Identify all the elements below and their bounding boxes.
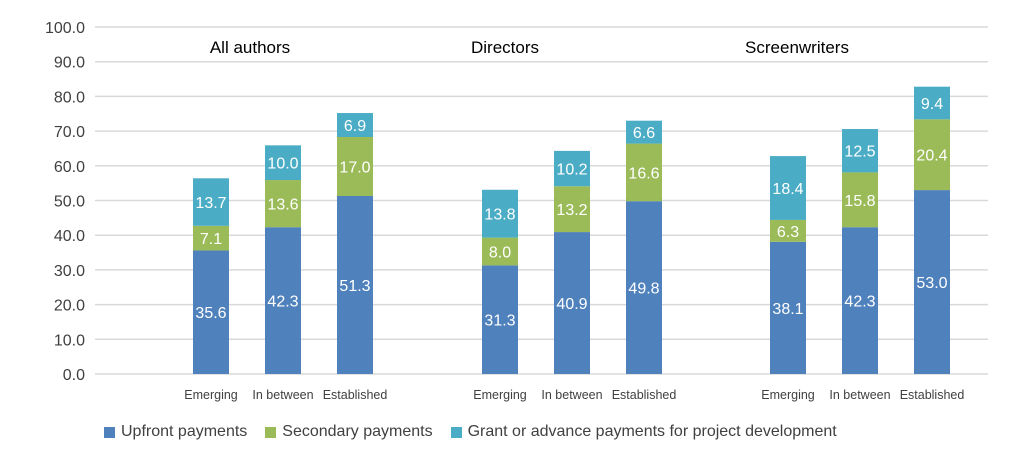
category-label: In between xyxy=(252,388,313,402)
bar-segment xyxy=(554,186,590,233)
bar-segment xyxy=(770,156,806,220)
data-label: 6.6 xyxy=(633,125,655,142)
category-label: Established xyxy=(900,388,965,402)
bar-segment xyxy=(554,150,590,187)
bar-segment xyxy=(193,225,229,251)
data-label: 42.3 xyxy=(267,294,298,311)
data-label: 6.9 xyxy=(344,118,366,135)
legend-swatch xyxy=(104,426,115,438)
bar-segment xyxy=(914,119,950,191)
y-tick-label: 50.0 xyxy=(54,194,85,211)
data-label: 16.6 xyxy=(628,165,659,182)
data-label: 31.3 xyxy=(484,313,515,330)
data-label: 6.3 xyxy=(777,224,799,241)
data-label: 20.4 xyxy=(916,148,947,165)
bar-segment xyxy=(337,195,373,374)
data-label: 15.8 xyxy=(844,193,875,210)
bar-segment xyxy=(914,86,950,120)
bar-segment xyxy=(626,143,662,202)
data-label: 13.6 xyxy=(267,197,298,214)
data-label: 51.3 xyxy=(339,278,370,295)
bar-segment xyxy=(482,265,518,374)
bar-segment xyxy=(914,190,950,374)
data-label: 53.0 xyxy=(916,275,947,292)
bar-segment xyxy=(482,189,518,238)
data-label: 7.1 xyxy=(200,231,222,248)
bar-segment xyxy=(554,232,590,374)
data-label: 18.4 xyxy=(772,181,803,198)
legend-item: Grant or advance payments for project de… xyxy=(450,423,837,441)
bar-segment xyxy=(193,250,229,374)
data-label: 49.8 xyxy=(628,281,659,298)
bar-segment xyxy=(265,180,301,228)
legend: Upfront payments Secondary payments Grant … xyxy=(104,423,837,441)
bar-segment xyxy=(626,201,662,374)
category-label: Established xyxy=(323,388,388,402)
data-label: 40.9 xyxy=(556,296,587,313)
bar-segment xyxy=(265,145,301,181)
category-label: Emerging xyxy=(761,388,815,402)
data-label: 10.0 xyxy=(267,156,298,173)
data-label: 13.2 xyxy=(556,202,587,219)
legend-item: Upfront payments xyxy=(104,423,247,441)
y-tick-label: 100.0 xyxy=(45,20,85,37)
data-label: 17.0 xyxy=(339,159,370,176)
y-tick-label: 40.0 xyxy=(54,228,85,245)
category-label: In between xyxy=(829,388,890,402)
legend-swatch xyxy=(450,426,462,438)
group-title: All authors xyxy=(210,38,290,57)
y-tick-label: 30.0 xyxy=(54,263,85,280)
bar-segment xyxy=(626,120,662,144)
legend-label: Grant or advance payments for project de… xyxy=(467,423,837,440)
legend-label: Upfront payments xyxy=(121,423,248,440)
y-tick-label: 60.0 xyxy=(54,159,85,176)
y-tick-label: 10.0 xyxy=(54,332,85,349)
bar-segment xyxy=(842,172,878,228)
data-label: 35.6 xyxy=(195,305,226,322)
y-tick-label: 80.0 xyxy=(54,89,85,106)
data-label: 13.8 xyxy=(484,207,515,224)
y-tick-label: 90.0 xyxy=(54,55,85,72)
data-label: 42.3 xyxy=(844,294,875,311)
bar-segment xyxy=(770,241,806,374)
bar-segment xyxy=(265,227,301,374)
bar-segment xyxy=(337,113,373,137)
y-tick-label: 70.0 xyxy=(54,124,85,141)
bar-segment xyxy=(193,178,229,226)
bar-segment xyxy=(842,227,878,374)
data-label: 8.0 xyxy=(489,245,511,262)
bar-segment xyxy=(770,219,806,242)
data-label: 13.7 xyxy=(195,195,226,212)
data-label: 38.1 xyxy=(772,301,803,318)
bar-segment xyxy=(337,136,373,196)
category-label: Established xyxy=(612,388,677,402)
data-label: 9.4 xyxy=(921,96,943,113)
legend-item: Secondary payments xyxy=(265,423,433,441)
group-title: Screenwriters xyxy=(745,38,849,57)
bar-segment xyxy=(842,129,878,173)
data-label: 12.5 xyxy=(844,144,875,161)
data-label: 10.2 xyxy=(556,162,587,179)
y-tick-label: 0.0 xyxy=(63,367,85,384)
bar-segment xyxy=(482,237,518,266)
legend-swatch xyxy=(265,426,277,438)
legend-label: Secondary payments xyxy=(282,423,433,440)
group-title: Directors xyxy=(471,38,539,57)
category-label: Emerging xyxy=(473,388,527,402)
y-tick-label: 20.0 xyxy=(54,298,85,315)
category-label: Emerging xyxy=(184,388,238,402)
category-label: In between xyxy=(541,388,602,402)
